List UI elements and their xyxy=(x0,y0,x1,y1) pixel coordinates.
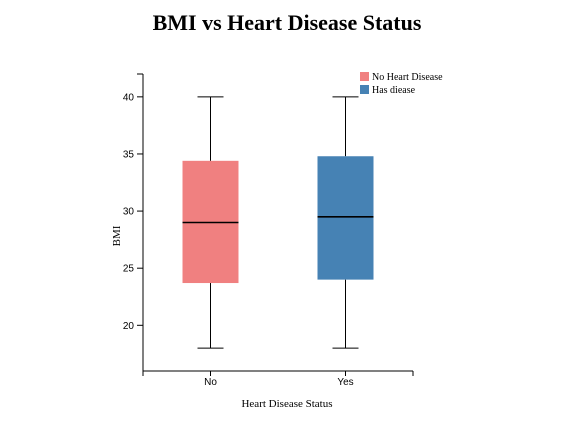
x-tick-label-yes: Yes xyxy=(337,377,353,388)
chart-title: BMI vs Heart Disease Status xyxy=(153,10,422,35)
legend-label-yes: Has diease xyxy=(372,85,416,96)
box-yes-iqr xyxy=(318,156,374,279)
plot-area xyxy=(183,97,374,348)
x-axis-ticks: No Yes xyxy=(204,371,354,388)
y-tick-label-25: 25 xyxy=(123,264,135,275)
legend: No Heart Disease Has diease xyxy=(360,72,443,96)
y-tick-label-20: 20 xyxy=(123,321,135,332)
y-tick-label-35: 35 xyxy=(123,149,135,160)
x-tick-label-no: No xyxy=(204,377,217,388)
y-tick-label-40: 40 xyxy=(123,92,135,103)
y-axis-ticks: 20 25 30 35 40 xyxy=(123,92,143,331)
x-axis-label: Heart Disease Status xyxy=(241,398,332,410)
legend-label-no: No Heart Disease xyxy=(372,72,443,83)
legend-swatch-yes xyxy=(360,85,369,94)
y-tick-label-30: 30 xyxy=(123,207,135,218)
legend-swatch-no xyxy=(360,72,369,81)
y-axis-label: BMI xyxy=(111,225,123,246)
